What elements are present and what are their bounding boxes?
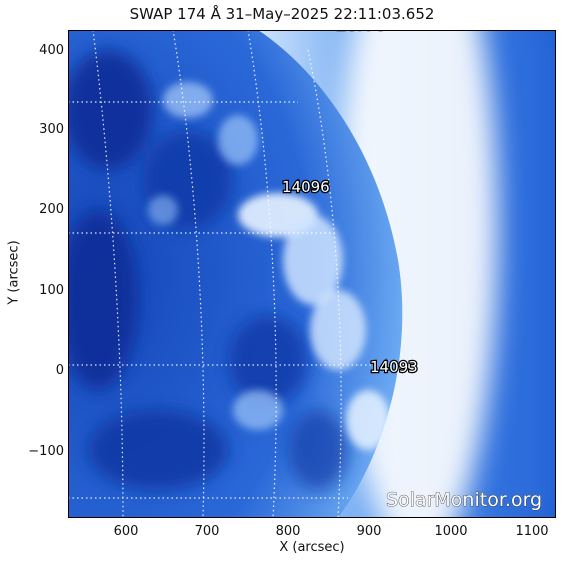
image-title: SWAP 174 Å 31–May–2025 22:11:03.652 [129, 5, 435, 23]
region-label-14093: 14093 [370, 358, 418, 376]
region-label-14094: 14094 [336, 30, 384, 34]
x-tick-label: 800 [275, 524, 301, 539]
y-tick-label: 200 [39, 202, 64, 217]
solar-image: 14094 14096 14093 SolarMonitor.org [68, 30, 556, 518]
y-tick-label: 100 [39, 283, 64, 298]
y-tick-label: 400 [39, 43, 64, 58]
solar-image-panel: 14094 14096 14093 SolarMonitor.org [68, 30, 556, 518]
heliographic-grid [68, 30, 378, 518]
y-tick-label: 0 [55, 363, 64, 378]
dark-regions [68, 50, 348, 490]
region-label-14096: 14096 [282, 178, 330, 196]
y-axis-label: Y (arcsec) [6, 240, 22, 305]
active-region-loops [148, 82, 390, 450]
watermark: SolarMonitor.org [386, 489, 542, 511]
y-tick-label: 300 [39, 122, 64, 137]
x-tick-label: 600 [113, 524, 139, 539]
x-tick-label: 1000 [434, 524, 468, 539]
x-axis-label: X (arcsec) [279, 540, 345, 555]
y-tick-label: −100 [28, 444, 64, 459]
x-tick-label: 1100 [515, 524, 549, 539]
x-tick-label: 700 [194, 524, 220, 539]
plot-frame [68, 30, 556, 518]
x-tick-label: 900 [356, 524, 382, 539]
